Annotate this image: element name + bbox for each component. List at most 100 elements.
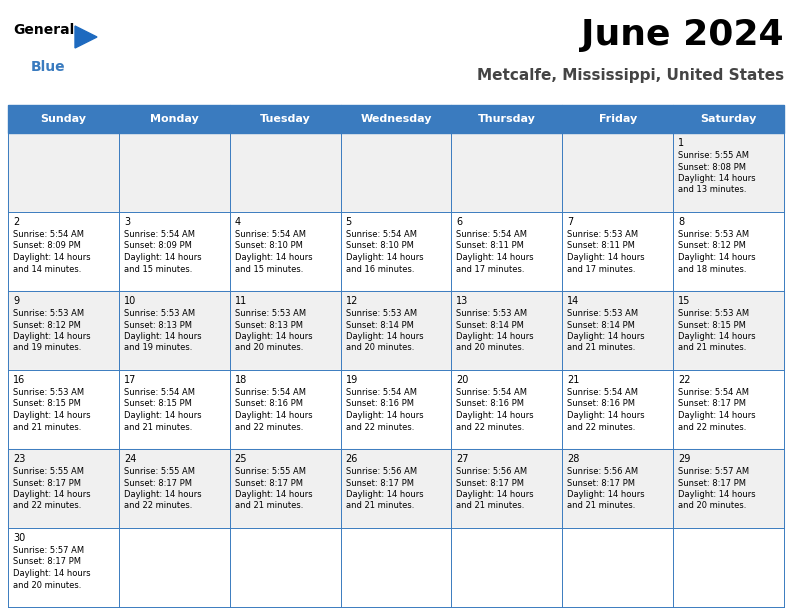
Text: 16: 16 — [13, 375, 25, 385]
Text: Daylight: 14 hours: Daylight: 14 hours — [234, 490, 312, 499]
Text: 20: 20 — [456, 375, 469, 385]
Bar — [562, 449, 673, 528]
Text: Sunset: 8:10 PM: Sunset: 8:10 PM — [234, 242, 303, 250]
Bar — [119, 105, 230, 133]
Text: Daylight: 14 hours: Daylight: 14 hours — [678, 174, 756, 183]
Text: 12: 12 — [345, 296, 358, 306]
Text: June 2024: June 2024 — [581, 18, 784, 52]
Text: Sunrise: 5:54 AM: Sunrise: 5:54 AM — [456, 388, 527, 397]
Text: and 20 minutes.: and 20 minutes. — [456, 343, 525, 353]
Text: 8: 8 — [678, 217, 684, 227]
Text: 28: 28 — [567, 454, 580, 464]
Text: Sunrise: 5:53 AM: Sunrise: 5:53 AM — [124, 309, 195, 318]
Text: Sunrise: 5:57 AM: Sunrise: 5:57 AM — [13, 546, 84, 555]
Bar — [451, 212, 562, 291]
Text: Sunrise: 5:54 AM: Sunrise: 5:54 AM — [124, 230, 195, 239]
Text: Sunset: 8:15 PM: Sunset: 8:15 PM — [13, 400, 81, 408]
Text: and 21 minutes.: and 21 minutes. — [345, 501, 414, 510]
Text: and 20 minutes.: and 20 minutes. — [13, 581, 82, 589]
Bar — [119, 528, 230, 607]
Text: Wednesday: Wednesday — [360, 114, 432, 124]
Text: Daylight: 14 hours: Daylight: 14 hours — [456, 411, 534, 420]
Text: Monday: Monday — [150, 114, 199, 124]
Text: Daylight: 14 hours: Daylight: 14 hours — [13, 253, 90, 262]
Text: Sunset: 8:14 PM: Sunset: 8:14 PM — [345, 321, 413, 329]
Text: Sunset: 8:17 PM: Sunset: 8:17 PM — [345, 479, 413, 488]
Text: Sunset: 8:17 PM: Sunset: 8:17 PM — [234, 479, 303, 488]
Text: Daylight: 14 hours: Daylight: 14 hours — [13, 411, 90, 420]
Text: 2: 2 — [13, 217, 19, 227]
Text: Sunrise: 5:53 AM: Sunrise: 5:53 AM — [678, 309, 749, 318]
Text: Blue: Blue — [31, 60, 66, 74]
Bar — [119, 370, 230, 449]
Text: Sunset: 8:11 PM: Sunset: 8:11 PM — [567, 242, 635, 250]
Text: and 21 minutes.: and 21 minutes. — [234, 501, 303, 510]
Bar — [341, 212, 451, 291]
Text: Sunrise: 5:55 AM: Sunrise: 5:55 AM — [124, 467, 195, 476]
Bar — [230, 528, 341, 607]
Bar — [341, 370, 451, 449]
Bar — [562, 105, 673, 133]
Text: 5: 5 — [345, 217, 352, 227]
Bar — [8, 291, 119, 370]
Text: and 13 minutes.: and 13 minutes. — [678, 185, 747, 195]
Text: Sunset: 8:12 PM: Sunset: 8:12 PM — [13, 321, 81, 329]
Text: Sunset: 8:17 PM: Sunset: 8:17 PM — [124, 479, 192, 488]
Text: Daylight: 14 hours: Daylight: 14 hours — [567, 253, 645, 262]
Text: Friday: Friday — [599, 114, 637, 124]
Bar — [230, 105, 341, 133]
Text: Sunrise: 5:53 AM: Sunrise: 5:53 AM — [678, 230, 749, 239]
Bar — [562, 133, 673, 212]
Text: Sunrise: 5:55 AM: Sunrise: 5:55 AM — [234, 467, 306, 476]
Text: and 22 minutes.: and 22 minutes. — [567, 422, 636, 431]
Bar — [562, 370, 673, 449]
Text: 17: 17 — [124, 375, 136, 385]
Text: and 21 minutes.: and 21 minutes. — [124, 422, 192, 431]
Text: Sunset: 8:12 PM: Sunset: 8:12 PM — [678, 242, 746, 250]
Text: Sunset: 8:14 PM: Sunset: 8:14 PM — [456, 321, 524, 329]
Text: 6: 6 — [456, 217, 463, 227]
Text: 24: 24 — [124, 454, 136, 464]
Text: Daylight: 14 hours: Daylight: 14 hours — [678, 332, 756, 341]
Text: General: General — [13, 23, 74, 37]
Text: and 20 minutes.: and 20 minutes. — [678, 501, 747, 510]
Text: and 20 minutes.: and 20 minutes. — [345, 343, 414, 353]
Text: 30: 30 — [13, 533, 25, 543]
Text: and 21 minutes.: and 21 minutes. — [456, 501, 525, 510]
Bar — [8, 212, 119, 291]
Bar — [119, 133, 230, 212]
Bar — [8, 528, 119, 607]
Text: Metcalfe, Mississippi, United States: Metcalfe, Mississippi, United States — [477, 68, 784, 83]
Text: 4: 4 — [234, 217, 241, 227]
Text: Sunrise: 5:54 AM: Sunrise: 5:54 AM — [234, 388, 306, 397]
Bar — [119, 212, 230, 291]
Text: Sunset: 8:17 PM: Sunset: 8:17 PM — [678, 400, 746, 408]
Bar — [673, 449, 784, 528]
Bar — [230, 370, 341, 449]
Text: 27: 27 — [456, 454, 469, 464]
Text: Sunrise: 5:54 AM: Sunrise: 5:54 AM — [678, 388, 749, 397]
Text: Sunset: 8:15 PM: Sunset: 8:15 PM — [124, 400, 192, 408]
Bar — [230, 449, 341, 528]
Bar — [341, 449, 451, 528]
Text: Sunset: 8:10 PM: Sunset: 8:10 PM — [345, 242, 413, 250]
Text: Sunrise: 5:54 AM: Sunrise: 5:54 AM — [345, 388, 417, 397]
Text: Sunday: Sunday — [40, 114, 86, 124]
Text: Thursday: Thursday — [478, 114, 536, 124]
Text: Sunset: 8:16 PM: Sunset: 8:16 PM — [234, 400, 303, 408]
Text: Sunrise: 5:57 AM: Sunrise: 5:57 AM — [678, 467, 749, 476]
Text: Sunrise: 5:54 AM: Sunrise: 5:54 AM — [124, 388, 195, 397]
Text: Sunset: 8:14 PM: Sunset: 8:14 PM — [567, 321, 635, 329]
Text: Daylight: 14 hours: Daylight: 14 hours — [124, 332, 201, 341]
Text: and 17 minutes.: and 17 minutes. — [567, 264, 636, 274]
Bar — [673, 370, 784, 449]
Text: 14: 14 — [567, 296, 580, 306]
Text: Sunset: 8:16 PM: Sunset: 8:16 PM — [567, 400, 635, 408]
Bar — [451, 449, 562, 528]
Text: Sunset: 8:16 PM: Sunset: 8:16 PM — [345, 400, 413, 408]
Text: Daylight: 14 hours: Daylight: 14 hours — [345, 332, 423, 341]
Text: Daylight: 14 hours: Daylight: 14 hours — [456, 332, 534, 341]
Text: 13: 13 — [456, 296, 469, 306]
Bar — [8, 105, 119, 133]
Text: Daylight: 14 hours: Daylight: 14 hours — [124, 490, 201, 499]
